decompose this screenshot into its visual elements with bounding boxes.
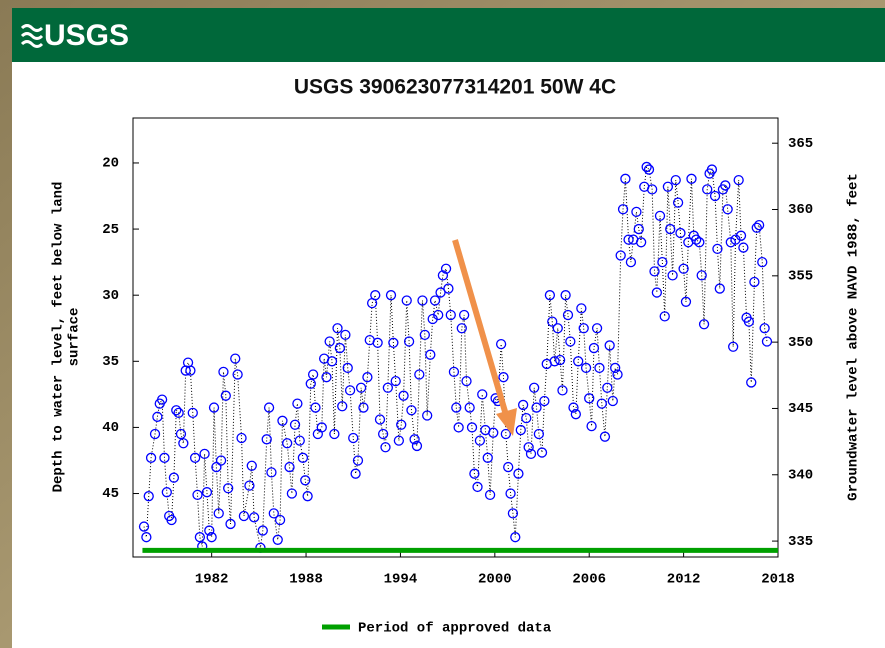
y2-tick-label: 350: [788, 335, 813, 351]
y2-tick-label: 360: [788, 202, 813, 218]
y-label-line: Depth to water level, feet below land: [51, 182, 67, 493]
x-tick-label: 2018: [761, 572, 795, 588]
legend-label: Period of approved data: [358, 621, 552, 637]
y-label-line: surface: [67, 308, 83, 367]
y-tick-label: 45: [102, 486, 119, 502]
y-tick-label: 30: [102, 288, 119, 304]
y-tick-label: 25: [102, 222, 119, 238]
y-tick-label: 35: [102, 354, 119, 370]
screenshot: USGS USGS 390623077314201 50W 4C Depth t…: [0, 0, 885, 648]
x-tick-label: 2006: [572, 572, 606, 588]
logo-text: USGS: [44, 19, 129, 52]
header-bar: [12, 8, 885, 62]
y2-tick-label: 335: [788, 534, 813, 550]
x-tick-label: 1994: [384, 572, 418, 588]
y-tick-label: 40: [102, 420, 119, 436]
y2-label: Groundwater level above NAVD 1988, feet: [846, 173, 862, 501]
y2-tick-label: 345: [788, 401, 813, 417]
chart-title: USGS 390623077314201 50W 4C: [294, 76, 616, 99]
y2-tick-label: 355: [788, 269, 813, 285]
y2-tick-label: 340: [788, 467, 813, 483]
page: USGS USGS 390623077314201 50W 4C Depth t…: [0, 0, 885, 648]
y-tick-label: 20: [102, 156, 119, 172]
x-tick-label: 1988: [289, 572, 323, 588]
x-tick-label: 1982: [195, 572, 229, 588]
x-tick-label: 2012: [667, 572, 701, 588]
x-tick-label: 2000: [478, 572, 512, 588]
y2-tick-label: 365: [788, 136, 813, 152]
